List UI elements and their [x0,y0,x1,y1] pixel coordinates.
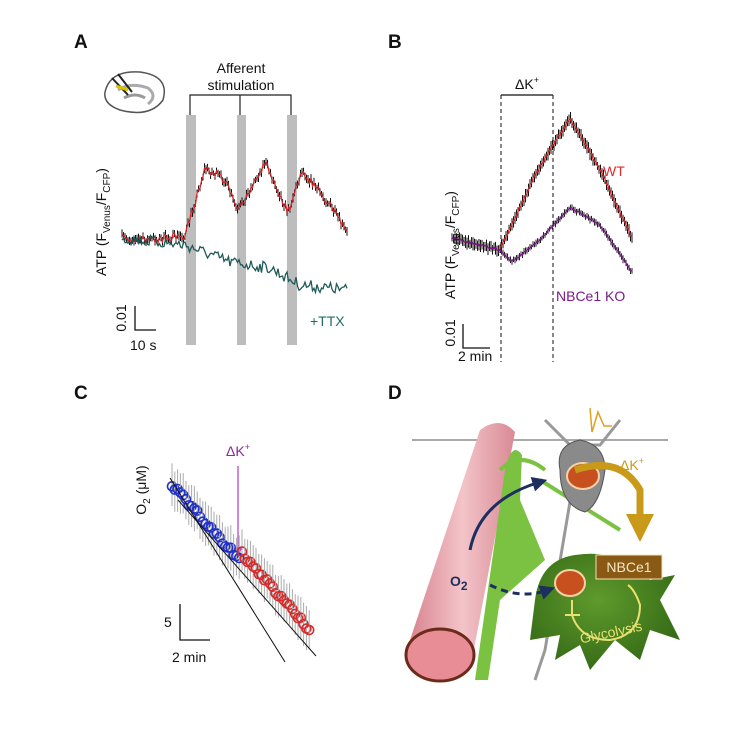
o2-arrow [489,583,556,600]
data-point [191,505,203,516]
data-point [267,581,279,593]
scale-bar [179,604,210,641]
data-point [247,561,259,572]
data-point [233,552,245,564]
mitochondrion [554,569,586,597]
data-point [189,503,200,514]
transporter-box [595,554,663,580]
vessel [410,422,515,670]
stimulus-label: ΔK+ [226,442,250,459]
trace-label: +TTX [310,313,345,329]
data-point [270,587,281,599]
scale-y: 0.01 [442,319,458,346]
stimulus-label: ΔK+ [620,456,644,473]
data-point [214,531,225,543]
traces [121,158,348,295]
panel-letter: D [388,383,402,404]
stim-label: Afferent [217,60,266,76]
scale-bar [134,306,156,331]
scale-x: 2 min [458,348,492,364]
data-point [295,612,307,623]
traces [451,112,633,275]
panel-letter: A [74,32,88,53]
stim-bracket [189,94,292,115]
data-point [264,578,276,589]
y-label: O2 (μM) [133,465,153,514]
spike [589,407,612,433]
wt-label: WT [603,163,625,179]
traces [166,463,315,650]
stim-label: stimulation [208,77,275,93]
oxygen: O2 [450,573,468,593]
stim-bar [287,115,297,345]
scale-x: 2 min [172,649,206,665]
glycolysis-loop [565,584,642,642]
data-point [303,624,315,636]
panel-c: C ΔK+ O2 (μM) 5 2 min [74,383,317,665]
panel-letter: B [388,32,402,53]
ko-label: NBCe1 KO [556,288,625,304]
scale-bar [462,324,490,349]
data-point [175,487,186,498]
trace [451,207,633,272]
vessel-end [404,627,476,683]
stim-bar [237,115,246,345]
data-point [250,563,262,574]
astro-endfoot [475,450,545,680]
data-point [200,518,211,530]
scale-y: 5 [164,614,172,630]
trace [121,233,348,295]
scale-y: 0.01 [113,304,129,331]
stimulus-label: ΔK+ [515,75,539,92]
panel-b: B ΔK+ ATP (FVenus/FCFP) 0.01 2 min WT NB… [388,32,633,364]
fit-line [169,477,286,663]
y-label: ATP (FVenus/FCFP) [93,168,113,276]
panel-a: A Afferent stimulation ATP (FVenus/FCFP)… [74,32,348,353]
scale-x: 10 s [130,337,156,353]
stim-bar [186,115,196,345]
data-point [205,522,217,533]
o2-arrow [468,476,548,551]
k-arrow [573,462,654,542]
data-point [236,546,248,557]
brain-icon [104,71,165,114]
y-label: ATP (FVenus/FCFP) [442,191,462,299]
fit-line [177,499,317,657]
trace [121,160,348,245]
panel-letter: C [74,383,88,404]
data-point [239,553,251,565]
panel-d: D ΔK+ NBCe1 O2 Glycolysis [388,383,680,683]
transporter: NBCe1 [606,559,651,575]
